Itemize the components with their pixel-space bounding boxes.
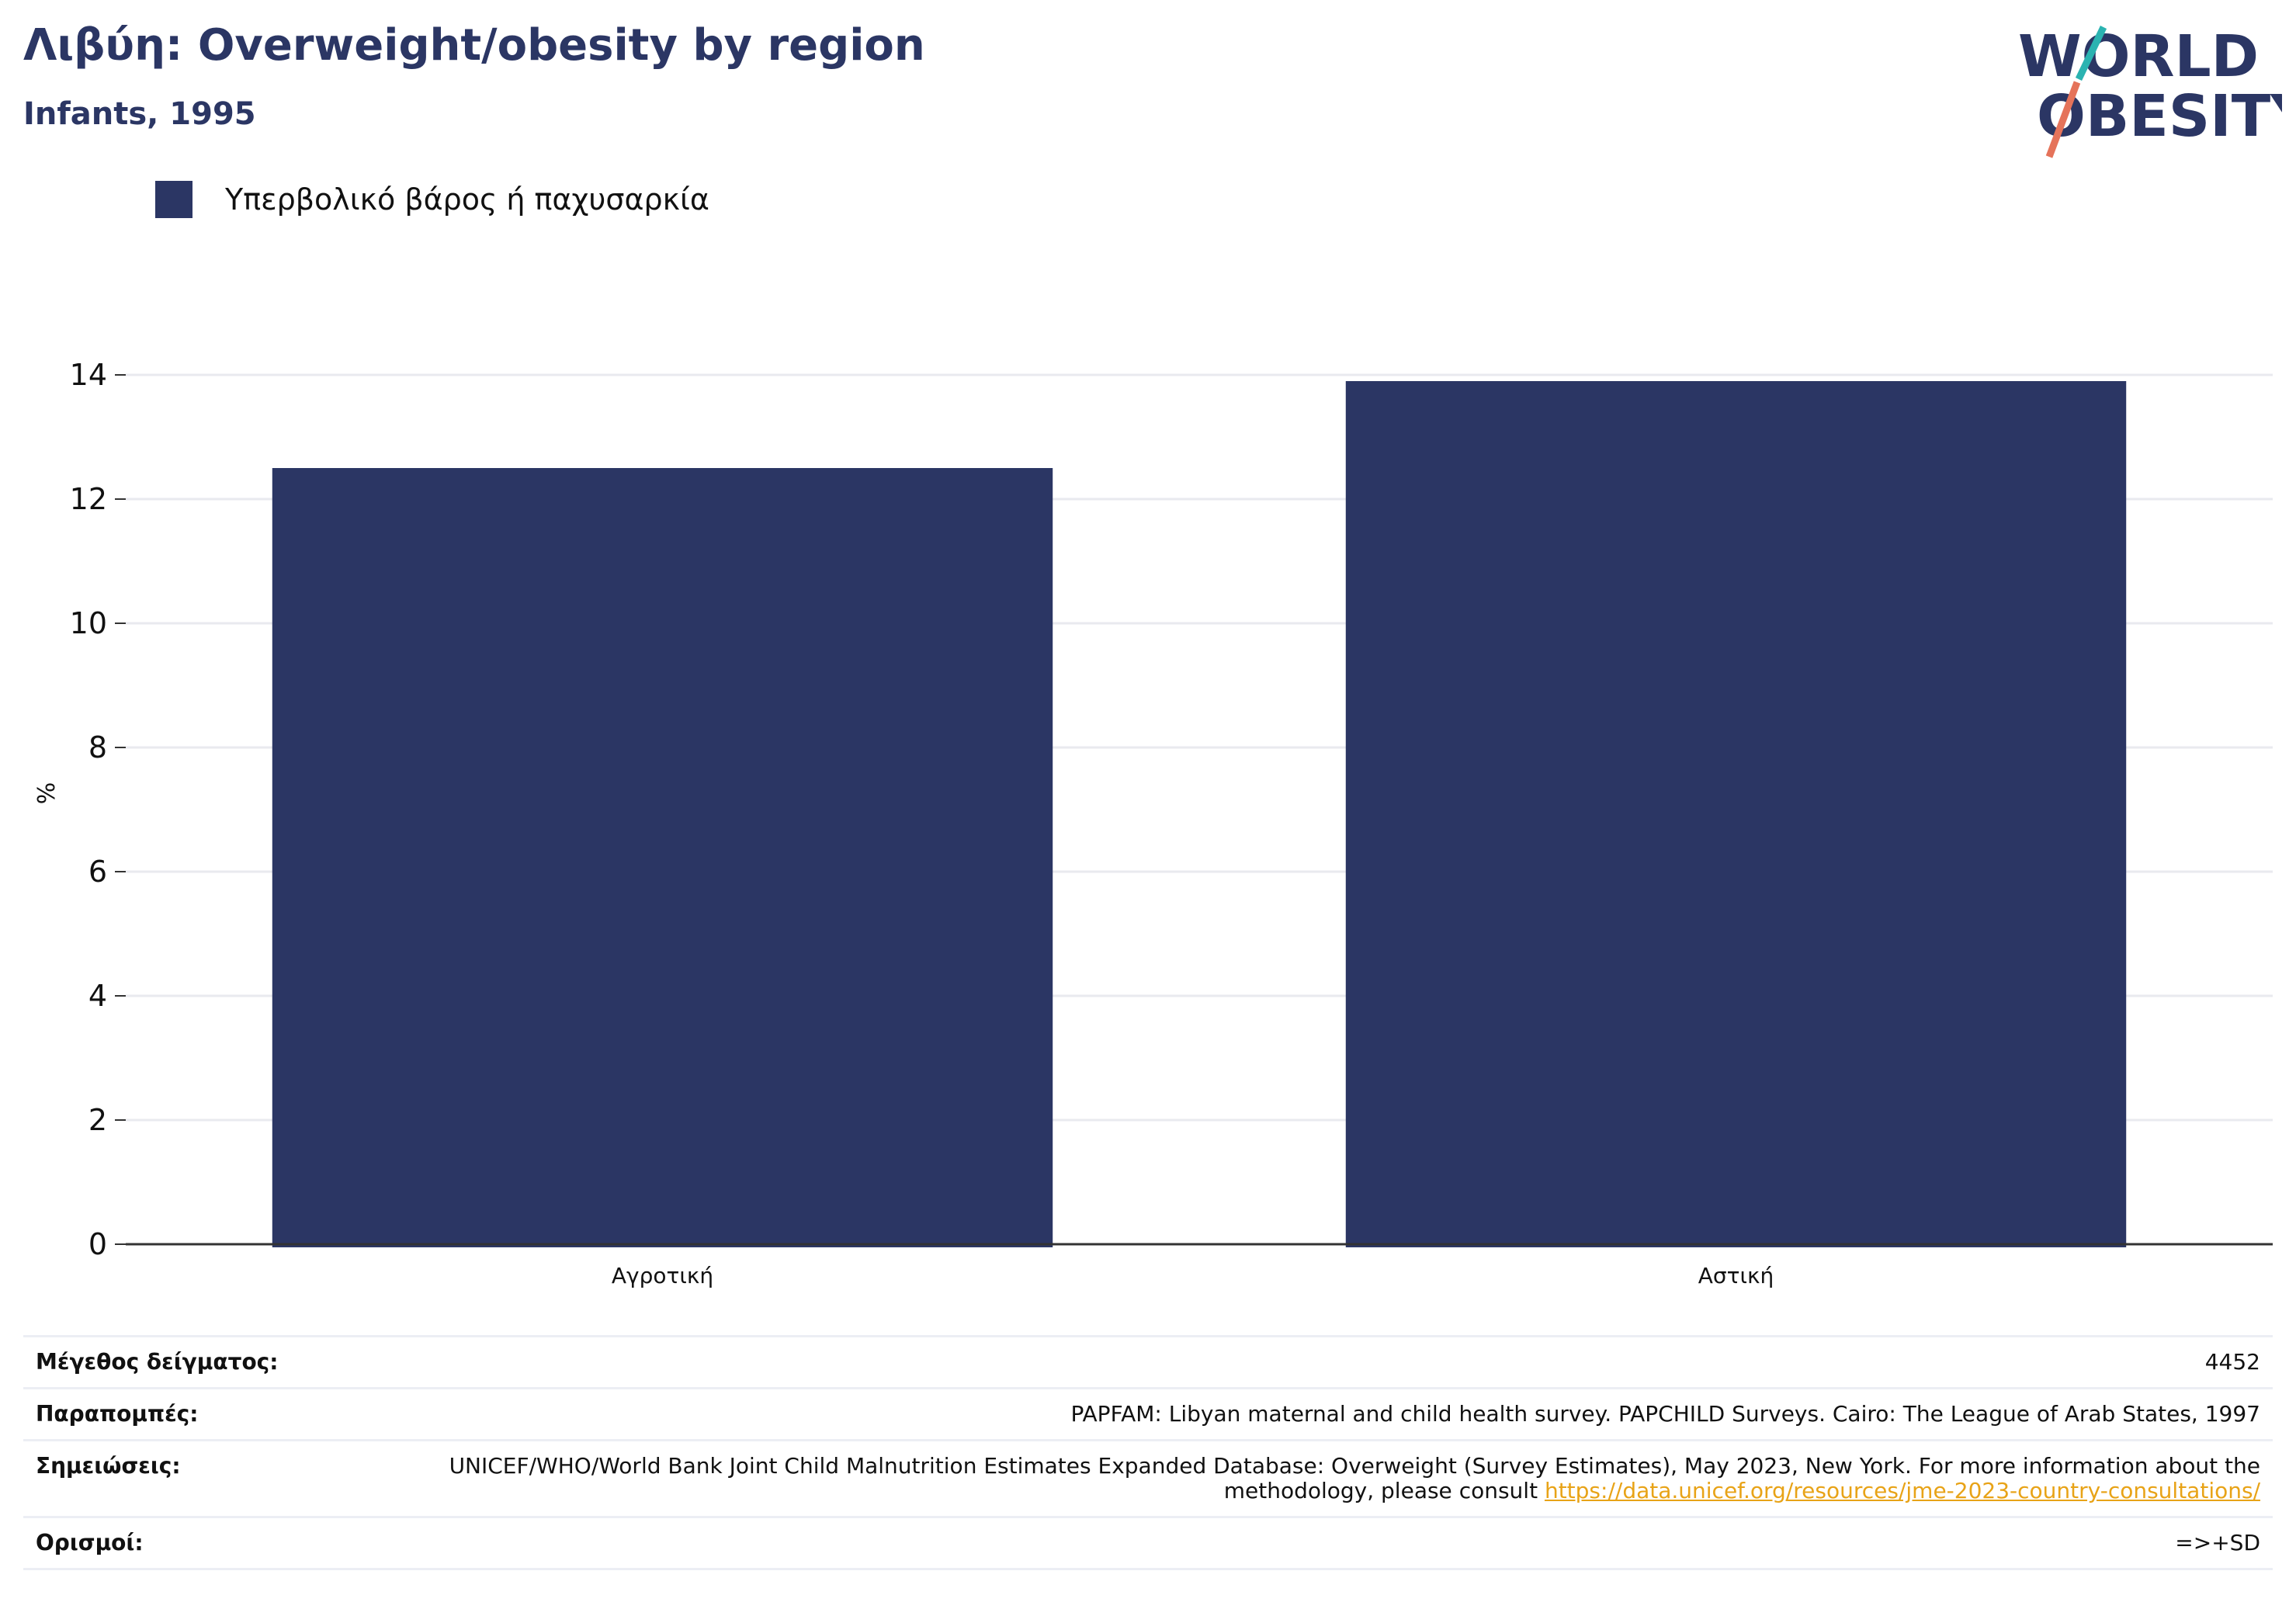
x-tick-label: Αγροτική: [612, 1263, 713, 1288]
world-obesity-logo: WORLD OBESITY: [2018, 23, 2282, 158]
y-tick-label: 14: [70, 358, 107, 392]
notes-text: UNICEF/WHO/World Bank Joint Child Malnut…: [449, 1453, 2260, 1503]
chart-subtitle: Infants, 1995: [23, 96, 256, 132]
chart-legend: Υπερβολικό βάρος ή παχυσαρκία: [155, 180, 709, 219]
y-tick-label: 0: [88, 1227, 107, 1261]
references-value: PAPFAM: Libyan maternal and child health…: [374, 1387, 2273, 1441]
logo-slash-bottom: [2045, 81, 2081, 158]
logo-line-2: OBESITY: [2037, 83, 2282, 150]
notes-label: Σημειώσεις:: [23, 1439, 374, 1518]
y-tick-label: 8: [88, 730, 107, 765]
info-row-sample-size: Μέγεθος δείγματος: 4452: [23, 1335, 2273, 1389]
info-row-notes: Σημειώσεις: UNICEF/WHO/World Bank Joint …: [23, 1439, 2273, 1518]
y-tick-label: 10: [70, 606, 107, 640]
bar: [272, 468, 1053, 1247]
notes-link[interactable]: https://data.unicef.org/resources/jme-20…: [1544, 1478, 2260, 1503]
legend-label: Υπερβολικό βάρος ή παχυσαρκία: [225, 182, 709, 217]
logo-line-1: WORLD: [2018, 23, 2259, 90]
bar-chart: 0 2 4 6 8 10 12 14 Αγροτική Αστική %: [33, 358, 2273, 1288]
definitions-label: Ορισμοί:: [23, 1516, 374, 1570]
references-label: Παραπομπές:: [23, 1387, 374, 1441]
info-table: Μέγεθος δείγματος: 4452 Παραπομπές: PAPF…: [23, 1335, 2273, 1570]
bar: [1345, 381, 2127, 1247]
info-row-references: Παραπομπές: PAPFAM: Libyan maternal and …: [23, 1387, 2273, 1441]
chart-title: Λιβύη: Overweight/obesity by region: [23, 20, 925, 71]
bars: [272, 381, 2127, 1247]
y-axis-label: %: [33, 782, 61, 805]
notes-value: UNICEF/WHO/World Bank Joint Child Malnut…: [374, 1439, 2273, 1518]
x-tick-label: Αστική: [1698, 1263, 1774, 1288]
sample-size-label: Μέγεθος δείγματος:: [23, 1335, 374, 1389]
info-row-definitions: Ορισμοί: =>+SD: [23, 1516, 2273, 1570]
logo-slash-top: [2075, 26, 2107, 81]
y-tick-label: 2: [88, 1103, 107, 1137]
sample-size-value: 4452: [374, 1335, 2273, 1389]
definitions-value: =>+SD: [374, 1516, 2273, 1570]
legend-swatch: [155, 181, 192, 218]
y-tick-label: 12: [70, 482, 107, 516]
y-tick-label: 6: [88, 855, 107, 889]
axes: 0 2 4 6 8 10 12 14 Αγροτική Αστική: [70, 358, 2273, 1288]
y-tick-label: 4: [88, 979, 107, 1013]
